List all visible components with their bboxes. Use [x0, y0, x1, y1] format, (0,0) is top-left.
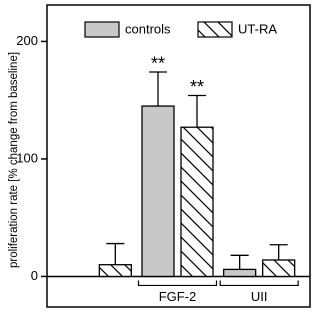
bar — [262, 259, 296, 278]
bar — [98, 264, 132, 278]
category-bracket — [219, 280, 299, 287]
legend-label: controls — [125, 21, 171, 36]
significance-label: ** — [190, 77, 204, 97]
legend-swatch — [197, 21, 233, 38]
plot-frame — [46, 4, 311, 308]
y-axis-label: proliferation rate [% change from baseli… — [8, 52, 20, 268]
y-tick-label: 200 — [16, 33, 38, 48]
legend-swatch — [84, 21, 120, 38]
y-tick-label: 100 — [16, 150, 38, 165]
category-bracket — [137, 280, 218, 287]
bar — [180, 126, 214, 278]
bar — [223, 268, 257, 278]
y-tick-label: 0 — [31, 268, 38, 283]
legend-label: UT-RA — [238, 21, 277, 36]
significance-label: ** — [151, 54, 165, 74]
bar — [141, 105, 175, 278]
x-tick-label: FGF-2 — [159, 289, 197, 304]
x-tick-label: UII — [251, 289, 268, 304]
